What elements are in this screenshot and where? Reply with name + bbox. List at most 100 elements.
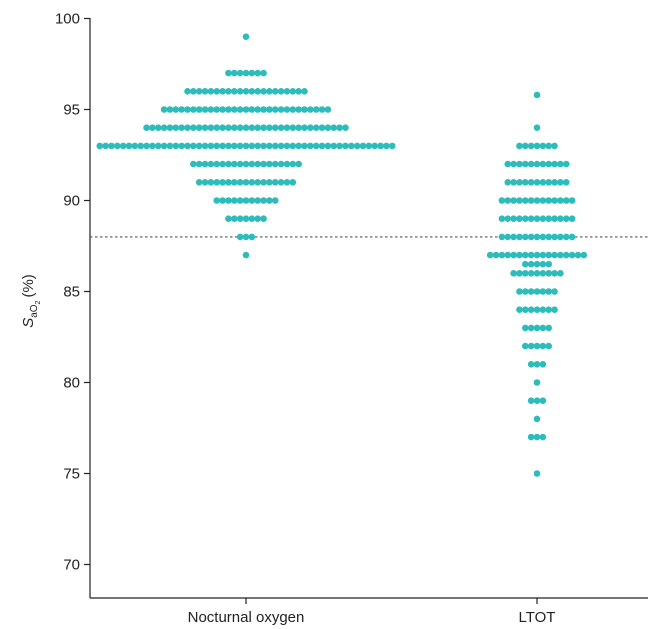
data-point: [510, 251, 517, 259]
data-point: [184, 88, 191, 95]
data-point: [295, 142, 302, 150]
data-point: [539, 324, 547, 332]
data-point: [231, 69, 238, 77]
data-point: [289, 179, 297, 186]
data-point: [271, 179, 279, 186]
data-point: [510, 179, 517, 186]
data-point: [254, 124, 261, 131]
data-point: [178, 142, 185, 150]
data-point: [207, 106, 215, 113]
data-point: [545, 197, 552, 204]
data-point: [533, 260, 541, 268]
data-point: [190, 160, 197, 168]
data-point: [527, 270, 535, 277]
data-point: [295, 88, 302, 95]
data-point: [312, 142, 320, 150]
data-point: [533, 251, 541, 259]
data-point: [231, 124, 238, 131]
data-point: [131, 142, 139, 150]
data-point: [545, 251, 552, 259]
data-point: [102, 142, 109, 150]
y-axis-title-subsubscript: 2: [35, 300, 42, 304]
data-point: [266, 160, 273, 168]
data-point: [219, 179, 226, 186]
data-point: [336, 124, 343, 131]
data-point: [225, 142, 232, 150]
data-point: [108, 142, 115, 150]
data-point: [557, 197, 564, 204]
data-point: [371, 142, 379, 150]
data-point: [539, 342, 547, 350]
data-point: [166, 106, 174, 113]
x-axis: Nocturnal oxygen LTOT: [90, 597, 648, 626]
data-point: [562, 233, 570, 241]
data-point: [231, 88, 238, 95]
data-point: [219, 106, 226, 113]
data-point: [498, 233, 506, 241]
data-point: [271, 88, 279, 95]
data-point: [348, 142, 355, 150]
data-point: [533, 270, 541, 277]
data-point: [231, 160, 238, 168]
data-point: [289, 142, 297, 150]
data-point: [527, 215, 535, 222]
data-point: [190, 88, 197, 95]
data-point: [231, 142, 238, 150]
data-point: [377, 142, 384, 150]
data-point: [236, 88, 244, 95]
y-tick-label: 95: [63, 102, 80, 119]
data-point: [522, 233, 529, 241]
data-point: [213, 197, 221, 204]
data-point: [533, 215, 541, 222]
data-point: [283, 179, 291, 186]
data-point: [160, 142, 168, 150]
data-point: [330, 142, 338, 150]
data-point: [522, 251, 529, 259]
data-point: [231, 106, 238, 113]
data-point: [324, 142, 332, 150]
data-point: [307, 106, 314, 113]
data-point: [225, 160, 232, 168]
data-point: [277, 124, 285, 131]
data-point: [213, 88, 221, 95]
data-point: [283, 142, 291, 150]
data-point: [260, 142, 267, 150]
y-tick-label: 100: [55, 11, 80, 28]
y-axis-title-symbol: S: [20, 318, 37, 328]
data-point: [527, 306, 535, 314]
data-point: [527, 179, 535, 186]
data-point: [149, 142, 156, 150]
data-point: [254, 106, 261, 113]
data-point: [248, 215, 256, 222]
data-point: [533, 288, 541, 295]
data-point: [225, 179, 232, 186]
data-point: [277, 179, 285, 186]
data-point: [242, 88, 250, 95]
y-tick-label: 90: [63, 193, 80, 210]
data-point: [236, 142, 244, 150]
data-point: [143, 142, 150, 150]
data-point: [557, 251, 564, 259]
data-point: [248, 88, 256, 95]
data-point: [301, 106, 308, 113]
data-point: [551, 306, 558, 314]
data-point: [201, 179, 209, 186]
data-point: [533, 324, 541, 332]
data-point: [539, 215, 547, 222]
data-point: [539, 361, 547, 368]
data-point: [539, 160, 547, 168]
data-point: [271, 160, 279, 168]
y-axis-title-unit: (%): [20, 274, 37, 297]
data-point: [516, 306, 523, 314]
data-point: [336, 142, 343, 150]
data-point: [562, 215, 570, 222]
data-point: [231, 215, 238, 222]
data-point: [277, 88, 285, 95]
data-point: [527, 251, 535, 259]
data-point: [254, 160, 261, 168]
data-point: [184, 142, 191, 150]
data-point: [242, 233, 250, 241]
data-point: [254, 88, 261, 95]
data-point: [242, 106, 250, 113]
data-point: [533, 433, 541, 441]
